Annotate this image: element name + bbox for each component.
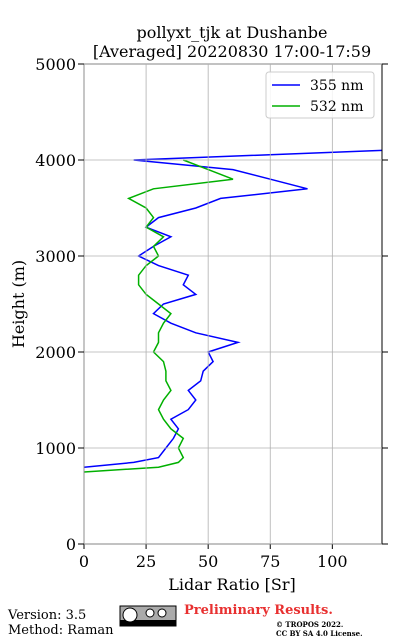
series-line [84,159,234,473]
license: CC BY SA 4.0 License. [276,629,363,638]
x-tick-label: 25 [136,552,156,571]
y-tick-label: 2000 [35,343,76,362]
copyright: © TROPOS 2022. [276,620,343,629]
version: Version: 3.5 [7,608,86,623]
method: Method: Raman [8,623,114,638]
plot-area [84,149,382,473]
y-axis-label: Height (m) [9,260,28,348]
y-tick-label: 3000 [35,247,76,266]
legend-label: 532 nm [310,99,363,115]
notice: Preliminary Results. [184,603,333,618]
y-tick-label: 4000 [35,151,76,170]
x-tick-label: 75 [260,552,280,571]
x-tick-label: 0 [79,552,89,571]
legend-label: 355 nm [310,78,363,94]
plot-frame [83,63,383,545]
x-tick-label: 50 [198,552,218,571]
y-tick-label: 1000 [35,439,76,458]
chart-subtitle: [Averaged] 20220830 17:00-17:59 [93,42,371,61]
y-tick-label: 5000 [35,55,76,74]
series-line [84,149,382,468]
chart-title: pollyxt_tjk at Dushanbe [136,23,327,42]
x-axis-label: Lidar Ratio [Sr] [168,575,296,594]
x-tick-label: 100 [317,552,348,571]
y-tick-label: 0 [66,535,76,554]
cc-logo [119,605,177,627]
